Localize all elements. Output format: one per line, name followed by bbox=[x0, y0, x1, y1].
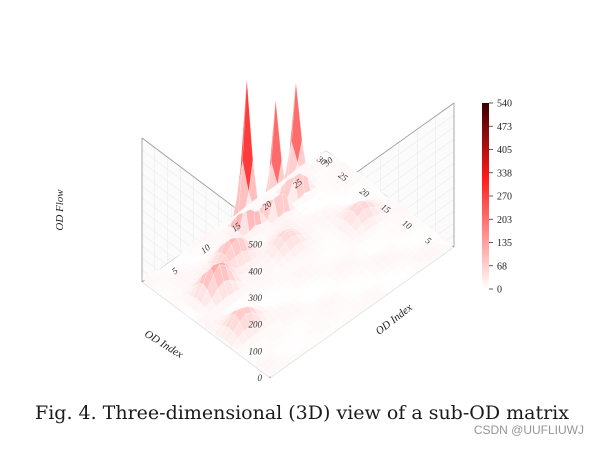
z-tick-label: 400 bbox=[249, 266, 263, 276]
x-tick-label: 5 bbox=[424, 235, 434, 246]
colorbar-tick-label: 135 bbox=[497, 238, 512, 249]
colorbar-tick-label: 0 bbox=[497, 285, 502, 296]
colorbar-tick-label: 473 bbox=[497, 122, 512, 133]
colorbar-tick-label: 540 bbox=[497, 99, 512, 110]
y-tick-label: 5 bbox=[170, 265, 180, 276]
colorbar-tick-label: 270 bbox=[497, 192, 512, 203]
x-axis-label: OD Index bbox=[142, 328, 185, 361]
z-tick-label: 0 bbox=[258, 373, 263, 383]
colorbar-tick-label: 338 bbox=[497, 168, 512, 179]
watermark: CSDN @UUFLIUWJ bbox=[473, 423, 584, 437]
z-tick-label: 300 bbox=[248, 293, 263, 303]
z-axis-label: OD Flow bbox=[54, 189, 66, 231]
colorbar-tick-label: 68 bbox=[497, 261, 507, 272]
colorbar-gradient bbox=[482, 103, 489, 289]
surface-cell bbox=[319, 150, 331, 158]
surface-mesh bbox=[141, 79, 455, 377]
y-axis-label: OD Index bbox=[373, 302, 414, 338]
z-tick-label: 200 bbox=[249, 320, 263, 330]
z-tick-label: 500 bbox=[249, 240, 263, 250]
z-tick-label: 100 bbox=[249, 346, 263, 356]
colorbar: 540 473 405 338 270 203 135 68 0 bbox=[482, 99, 512, 296]
figure-caption: Fig. 4. Three-dimensional (3D) view of a… bbox=[35, 402, 569, 424]
colorbar-tick-label: 203 bbox=[497, 215, 512, 226]
colorbar-tick-label: 405 bbox=[497, 145, 512, 156]
